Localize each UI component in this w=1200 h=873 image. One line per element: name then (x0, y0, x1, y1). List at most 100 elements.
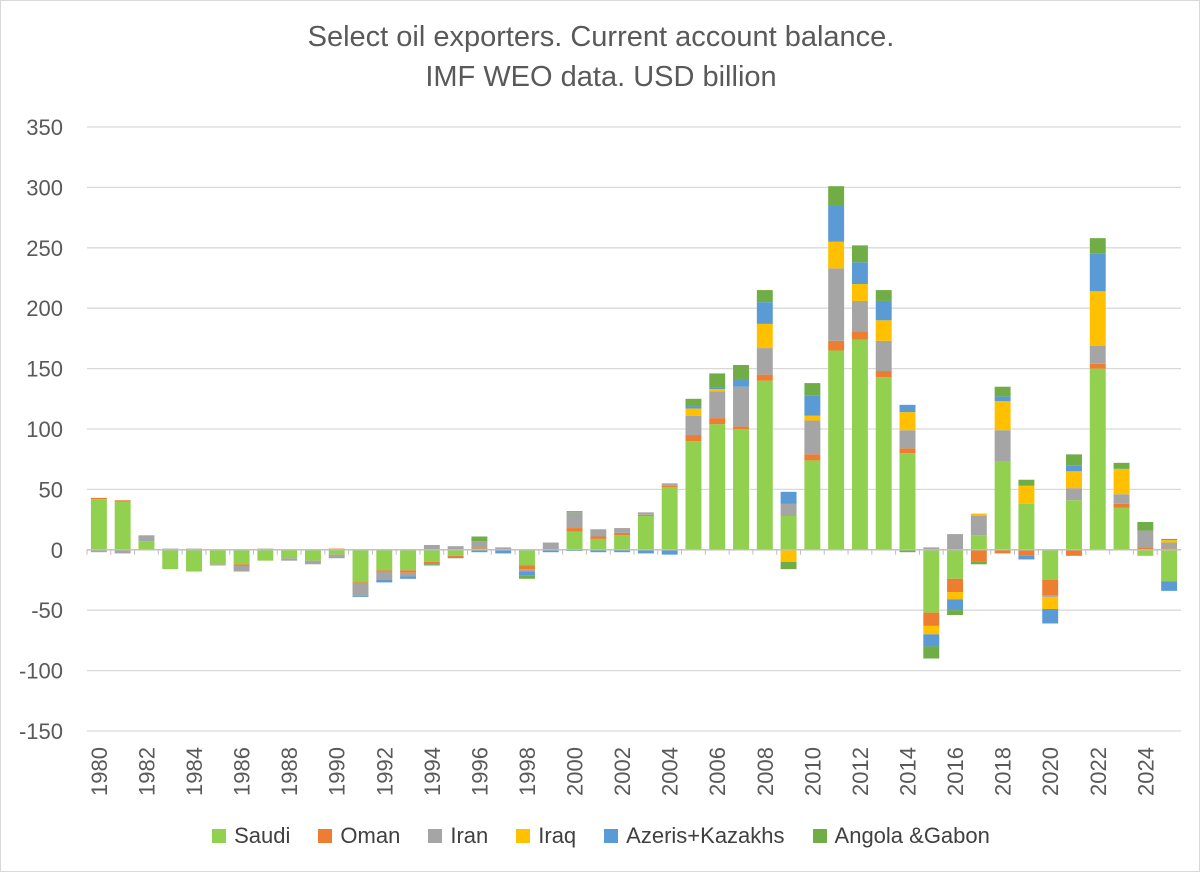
bar-2021-oman (1066, 549, 1082, 556)
bar-1982-saudi (138, 541, 155, 550)
bar-2009-iraq (780, 549, 797, 562)
bar-2022-saudi (1089, 368, 1106, 550)
bar-1998-iran (519, 569, 535, 572)
x-tick-label: 1990 (325, 747, 350, 796)
bar-2011-angola-gabon (828, 186, 845, 206)
y-tick-label: 350 (26, 115, 63, 140)
bar-2024-angola-gabon (1137, 522, 1154, 531)
bar-2022-azeris-kazakhs (1089, 253, 1106, 292)
bar-2009-azeris-kazakhs (780, 491, 797, 504)
bar-1990-saudi (328, 549, 345, 555)
bar-2019-angola-gabon (1018, 479, 1035, 486)
bar-1981-oman (114, 500, 131, 502)
bar-2008-iran (756, 348, 773, 375)
bar-2025-azeris-kazakhs (1161, 581, 1178, 591)
bar-2000-angola-gabon (566, 511, 583, 513)
y-tick-label: -150 (19, 719, 63, 744)
legend-swatch-oman (318, 829, 333, 843)
bar-2003-azeris-kazakhs (637, 549, 654, 554)
bar-2002-iran (614, 528, 631, 533)
bar-2011-oman (828, 340, 845, 351)
bar-1981-iran (114, 549, 131, 554)
bar-1980-saudi (90, 499, 107, 550)
bar-1981-saudi (114, 501, 131, 550)
bar-2005-angola-gabon (685, 398, 702, 407)
bar-2012-iran (851, 300, 868, 332)
bar-2011-iraq (828, 241, 845, 269)
bar-2018-iran (994, 430, 1011, 462)
bar-1998-saudi (519, 549, 535, 566)
bar-2007-iran (733, 386, 749, 427)
legend-swatch-iraq (516, 829, 531, 843)
bar-1998-oman (519, 565, 535, 570)
bar-2002-azeris-kazakhs (614, 549, 631, 553)
bar-1988-saudi (281, 549, 298, 559)
legend-item-iraq: Iraq (516, 823, 576, 849)
bar-2004-iran (661, 483, 678, 486)
bar-2008-oman (756, 374, 773, 381)
bar-1988-iran (281, 558, 298, 561)
bar-2015-iraq (923, 625, 940, 635)
bar-2005-iran (685, 415, 702, 436)
bar-2011-saudi (828, 350, 845, 550)
legend-item-iran: Iran (428, 823, 488, 849)
bar-1996-oman (471, 547, 488, 549)
legend-item-oman: Oman (318, 823, 400, 849)
bar-2019-oman (1018, 549, 1035, 556)
bar-2019-azeris-kazakhs (1018, 555, 1035, 560)
x-tick-label: 2000 (563, 747, 588, 796)
bar-1992-saudi (376, 549, 393, 571)
bar-1992-azeris-kazakhs (376, 580, 393, 583)
bar-2002-saudi (614, 535, 631, 550)
bar-2009-saudi (780, 515, 797, 550)
bar-2006-oman (709, 418, 726, 425)
bar-2014-iran (899, 430, 916, 449)
bar-2016-saudi (947, 549, 964, 579)
bar-1999-azeris-kazakhs (542, 549, 559, 553)
bar-2008-iraq (756, 323, 773, 349)
bar-2023-iraq (1113, 468, 1130, 495)
x-tick-label: 2008 (753, 747, 778, 796)
bar-2020-oman (1042, 580, 1059, 596)
bar-2014-saudi (899, 453, 916, 550)
bar-2005-azeris-kazakhs (685, 406, 702, 409)
bar-2008-angola-gabon (756, 290, 773, 303)
bar-2021-iraq (1066, 471, 1082, 489)
bar-2018-iraq (994, 401, 1011, 431)
x-tick-label: 1988 (277, 747, 302, 796)
bar-1984-saudi (186, 549, 202, 572)
bar-2017-iran (970, 515, 987, 536)
bar-2025-iran (1161, 542, 1178, 549)
x-tick-label: 1980 (87, 747, 112, 796)
legend-label-azeris-kazakhs: Azeris+Kazakhs (626, 823, 785, 848)
y-tick-label: 300 (26, 175, 63, 200)
bar-1997-azeris-kazakhs (495, 549, 512, 554)
bar-1986-iran (233, 565, 250, 572)
x-tick-label: 1994 (420, 747, 445, 796)
bar-2022-angola-gabon (1089, 238, 1106, 254)
bar-1991-azeris-kazakhs (352, 595, 369, 597)
y-tick-label: 0 (51, 538, 63, 563)
bar-2013-iran (875, 340, 892, 372)
bar-2010-iraq (804, 415, 821, 421)
bar-2018-azeris-kazakhs (994, 396, 1011, 402)
x-tick-label: 2024 (1133, 747, 1158, 796)
bar-2021-iran (1066, 488, 1082, 501)
bar-2005-iraq (685, 408, 702, 416)
bar-1995-oman (447, 555, 464, 558)
bar-2008-azeris-kazakhs (756, 302, 773, 324)
bar-2016-iraq (947, 592, 964, 600)
bar-1995-iran (447, 546, 464, 550)
bar-2022-iraq (1089, 291, 1106, 346)
bar-2012-oman (851, 331, 868, 340)
bar-1986-oman (233, 564, 250, 566)
bar-2020-azeris-kazakhs (1042, 608, 1059, 624)
bar-2020-saudi (1042, 549, 1059, 580)
bar-2011-iran (828, 268, 845, 341)
bar-1999-iran (542, 542, 559, 550)
x-tick-label: 2022 (1086, 747, 1111, 796)
x-tick-label: 2010 (800, 747, 825, 796)
chart-title: Select oil exporters. Current account ba… (307, 21, 895, 53)
bar-2013-saudi (875, 377, 892, 550)
bar-2021-azeris-kazakhs (1066, 465, 1082, 472)
